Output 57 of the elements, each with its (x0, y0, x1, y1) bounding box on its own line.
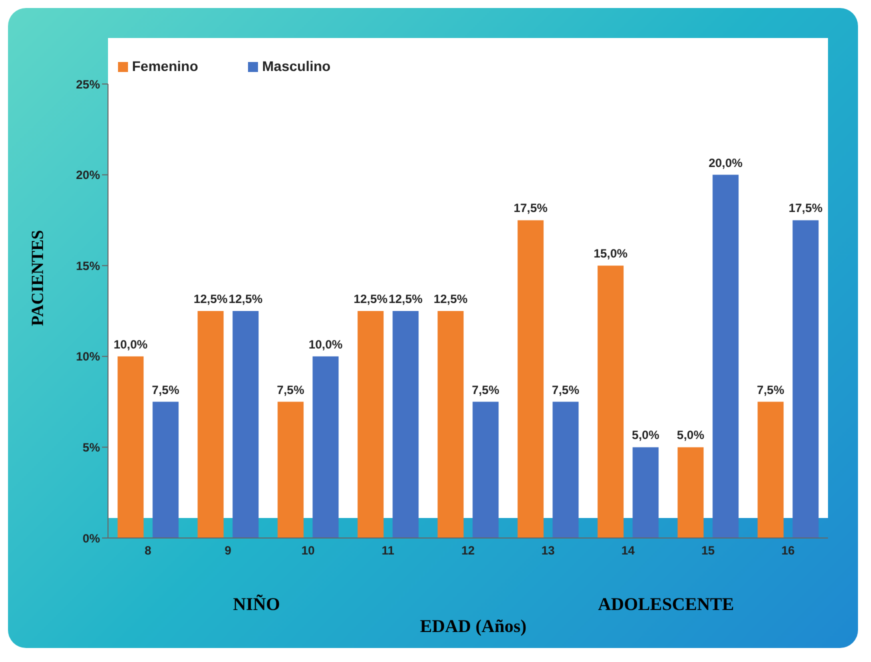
bar (198, 311, 224, 538)
bar (438, 311, 464, 538)
y-tick-label: 10% (76, 350, 100, 364)
bar (712, 174, 739, 538)
data-label: 7,5% (552, 382, 580, 397)
bar (312, 356, 339, 538)
data-label: 12,5% (354, 292, 388, 306)
bar (598, 266, 624, 538)
y-tick-label: 20% (76, 168, 100, 182)
x-tick-label: 8 (144, 544, 152, 558)
text: NIÑO (233, 594, 280, 615)
y-tick-label: 5% (82, 440, 100, 454)
bar (472, 402, 499, 538)
data-label: 5,0% (676, 428, 705, 442)
data-label: 10,0% (114, 337, 148, 352)
y-tick-label: 0% (82, 531, 100, 546)
bar (758, 402, 784, 538)
x-tick-label: 15 (701, 544, 715, 558)
text: ADOLESCENTE (598, 594, 734, 615)
bar (232, 311, 259, 538)
data-label: 17,5% (788, 201, 823, 216)
legend-label: Femenino (132, 58, 198, 74)
bar (632, 447, 659, 538)
x-tick-label: 13 (541, 544, 555, 558)
data-label: 12,5% (388, 292, 423, 306)
bar (518, 220, 544, 538)
bar (792, 220, 819, 538)
x-tick-label: 12 (461, 544, 475, 558)
data-label: 17,5% (514, 201, 548, 216)
bar (552, 402, 579, 538)
data-label: 7,5% (152, 382, 180, 397)
data-label: 20,0% (708, 156, 743, 170)
legend-label: Masculino (262, 58, 331, 74)
data-label: 15,0% (594, 246, 628, 261)
bar (118, 356, 144, 538)
data-label: 5,0% (632, 428, 660, 442)
y-tick-label: 25% (76, 77, 100, 92)
x-tick-label: 10 (301, 544, 315, 558)
data-label: 7,5% (472, 382, 500, 397)
x-tick-label: 14 (621, 544, 635, 558)
x-axis-title: EDAD (Años) (420, 616, 527, 637)
bar (678, 447, 704, 538)
bar (278, 402, 304, 538)
bar (358, 311, 384, 538)
y-axis-title: PACIENTES (28, 230, 48, 326)
data-label: 12,5% (434, 292, 468, 306)
data-label: 12,5% (228, 292, 263, 306)
y-tick-label: 15% (76, 258, 100, 273)
data-label: 12,5% (194, 292, 228, 306)
x-tick-label: 11 (382, 544, 395, 558)
x-tick-label: 9 (224, 544, 232, 558)
bar (152, 402, 179, 538)
data-label: 7,5% (756, 382, 785, 397)
bar (392, 311, 419, 538)
data-label: 10,0% (308, 337, 343, 352)
x-tick-label: 16 (781, 544, 795, 558)
data-label: 7,5% (276, 382, 305, 397)
